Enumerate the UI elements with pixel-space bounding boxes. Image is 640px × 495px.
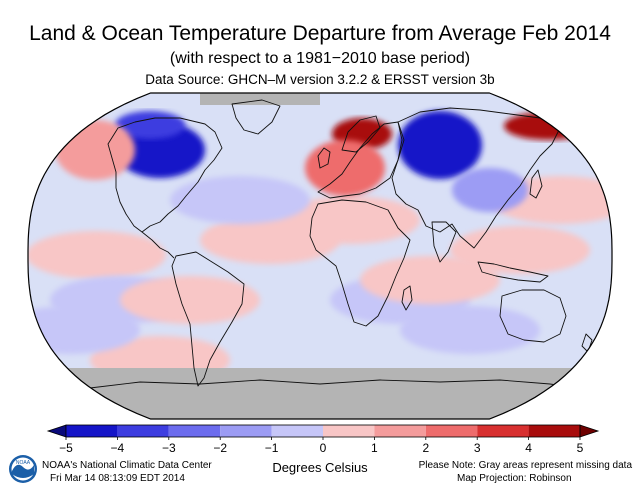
- colorbar-cell: [374, 425, 426, 437]
- colorbar-tick-label: 1: [371, 441, 378, 455]
- south-america-outline: [171, 251, 245, 387]
- anomaly-region: [305, 140, 385, 196]
- colorbar-cell: [271, 425, 323, 437]
- colorbar-cell: [477, 425, 529, 437]
- footer-missing-note: Please Note: Gray areas represent missin…: [418, 460, 632, 471]
- map-title: Land & Ocean Temperature Departure from …: [29, 22, 611, 45]
- anomaly-background-patch: [360, 256, 500, 304]
- colorbar-cells: [46, 424, 600, 438]
- colorbar-min-arrow: [46, 424, 67, 438]
- data-source: Data Source: GHCN–M version 3.2.2 & ERSS…: [145, 72, 495, 87]
- colorbar-tick-label: 5: [577, 441, 584, 455]
- colorbar-cell: [528, 425, 580, 437]
- japan-outline: [529, 169, 543, 199]
- map-frame: [27, 92, 613, 420]
- anomaly-background-patch: [170, 176, 310, 224]
- anomaly-region: [452, 168, 528, 212]
- anomaly-background-patch: [200, 216, 340, 264]
- colorbar-tick-label: 4: [525, 441, 532, 455]
- map-subtitle: (with respect to a 1981−2010 base period…: [169, 50, 471, 67]
- colorbar-tick-label: −5: [59, 441, 73, 455]
- colorbar-cell: [168, 425, 221, 437]
- colorbar-cell: [425, 425, 478, 437]
- noaa-logo: NOAA: [9, 455, 37, 483]
- colorbar-tick-label: −3: [162, 441, 176, 455]
- scandinavia-outline: [341, 115, 381, 153]
- footer-projection: Map Projection: Robinson: [457, 473, 572, 484]
- colorbar-tick-label: 3: [474, 441, 481, 455]
- anomaly-background-patch: [28, 231, 166, 279]
- antarctica-outline: [89, 379, 593, 391]
- colorbar-tick-label: −1: [265, 441, 279, 455]
- india-outline: [431, 221, 457, 263]
- anomaly-region: [398, 111, 482, 179]
- colorbar-tick-label: 0: [320, 441, 327, 455]
- madagascar-outline: [401, 285, 413, 311]
- anomaly-background-patch: [120, 276, 260, 324]
- colorbar-tick-label: 2: [422, 441, 429, 455]
- colorbar-ticks: −5 −4 −3 −2 −1 0 1 2 3 4 5: [59, 437, 584, 455]
- europe-outline: [317, 121, 405, 199]
- colorbar-cell: [117, 425, 169, 437]
- asia-outline: [391, 107, 561, 249]
- colorbar-cell: [66, 425, 118, 437]
- colorbar-max-arrow: [579, 424, 600, 438]
- colorbar-cell: [323, 425, 375, 437]
- footer-center-name: NOAA's National Climatic Data Center: [42, 460, 212, 471]
- greenland-outline: [231, 99, 281, 135]
- colorbar-cell: [220, 425, 272, 437]
- anomaly-background-patch: [400, 306, 540, 354]
- central-america-outline: [141, 231, 175, 259]
- noaa-logo-text: NOAA: [16, 460, 31, 466]
- africa-outline: [309, 199, 411, 327]
- colorbar-tick-label: −4: [111, 441, 125, 455]
- footer-timestamp: Fri Mar 14 08:13:09 EDT 2014: [50, 473, 185, 484]
- anomaly-background-patch: [450, 226, 590, 274]
- indonesia-outline: [477, 261, 549, 283]
- continent-outlines: [89, 99, 593, 391]
- colorbar-units: Degrees Celsius: [272, 460, 368, 475]
- colorbar-tick-label: −2: [213, 441, 227, 455]
- britain-outline: [317, 147, 331, 169]
- missing-data-arctic: [200, 93, 320, 105]
- north-america-outline: [107, 117, 223, 233]
- australia-outline: [499, 289, 567, 343]
